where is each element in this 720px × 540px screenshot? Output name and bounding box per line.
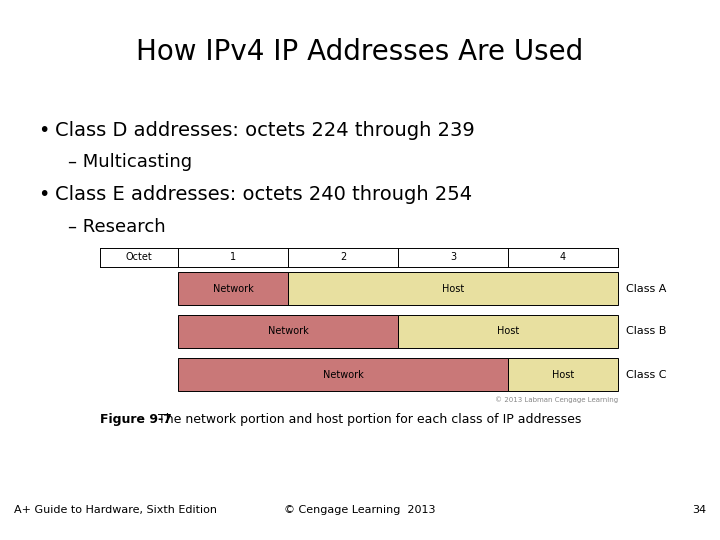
Text: Network: Network: [212, 284, 253, 294]
Text: Host: Host: [552, 369, 574, 380]
Bar: [178, 272, 288, 305]
Bar: [178, 358, 508, 391]
Text: 34: 34: [692, 505, 706, 515]
Text: Figure 9-7: Figure 9-7: [100, 414, 172, 427]
Text: How IPv4 IP Addresses Are Used: How IPv4 IP Addresses Are Used: [136, 38, 584, 66]
Text: 4: 4: [560, 253, 566, 262]
Text: Class D addresses: octets 224 through 239: Class D addresses: octets 224 through 23…: [55, 120, 474, 139]
Text: Network: Network: [268, 327, 308, 336]
Text: Host: Host: [497, 327, 519, 336]
Text: Class A: Class A: [626, 284, 667, 294]
Bar: [508, 358, 618, 391]
Text: © 2013 Labman Cengage Learning: © 2013 Labman Cengage Learning: [495, 396, 618, 403]
Text: 2: 2: [340, 253, 346, 262]
Text: •: •: [38, 120, 50, 139]
Bar: [398, 315, 618, 348]
Text: The network portion and host portion for each class of IP addresses: The network portion and host portion for…: [154, 414, 581, 427]
Text: Class B: Class B: [626, 327, 667, 336]
Text: Class E addresses: octets 240 through 254: Class E addresses: octets 240 through 25…: [55, 186, 472, 205]
Text: 1: 1: [230, 253, 236, 262]
Text: Class C: Class C: [626, 369, 667, 380]
Bar: [178, 315, 398, 348]
Text: – Research: – Research: [68, 218, 166, 236]
Text: A+ Guide to Hardware, Sixth Edition: A+ Guide to Hardware, Sixth Edition: [14, 505, 217, 515]
Text: © Cengage Learning  2013: © Cengage Learning 2013: [284, 505, 436, 515]
Text: Octet: Octet: [125, 253, 153, 262]
Bar: [288, 272, 618, 305]
Text: Host: Host: [442, 284, 464, 294]
Text: •: •: [38, 186, 50, 205]
Text: 3: 3: [450, 253, 456, 262]
Text: Network: Network: [323, 369, 364, 380]
Text: – Multicasting: – Multicasting: [68, 153, 192, 171]
